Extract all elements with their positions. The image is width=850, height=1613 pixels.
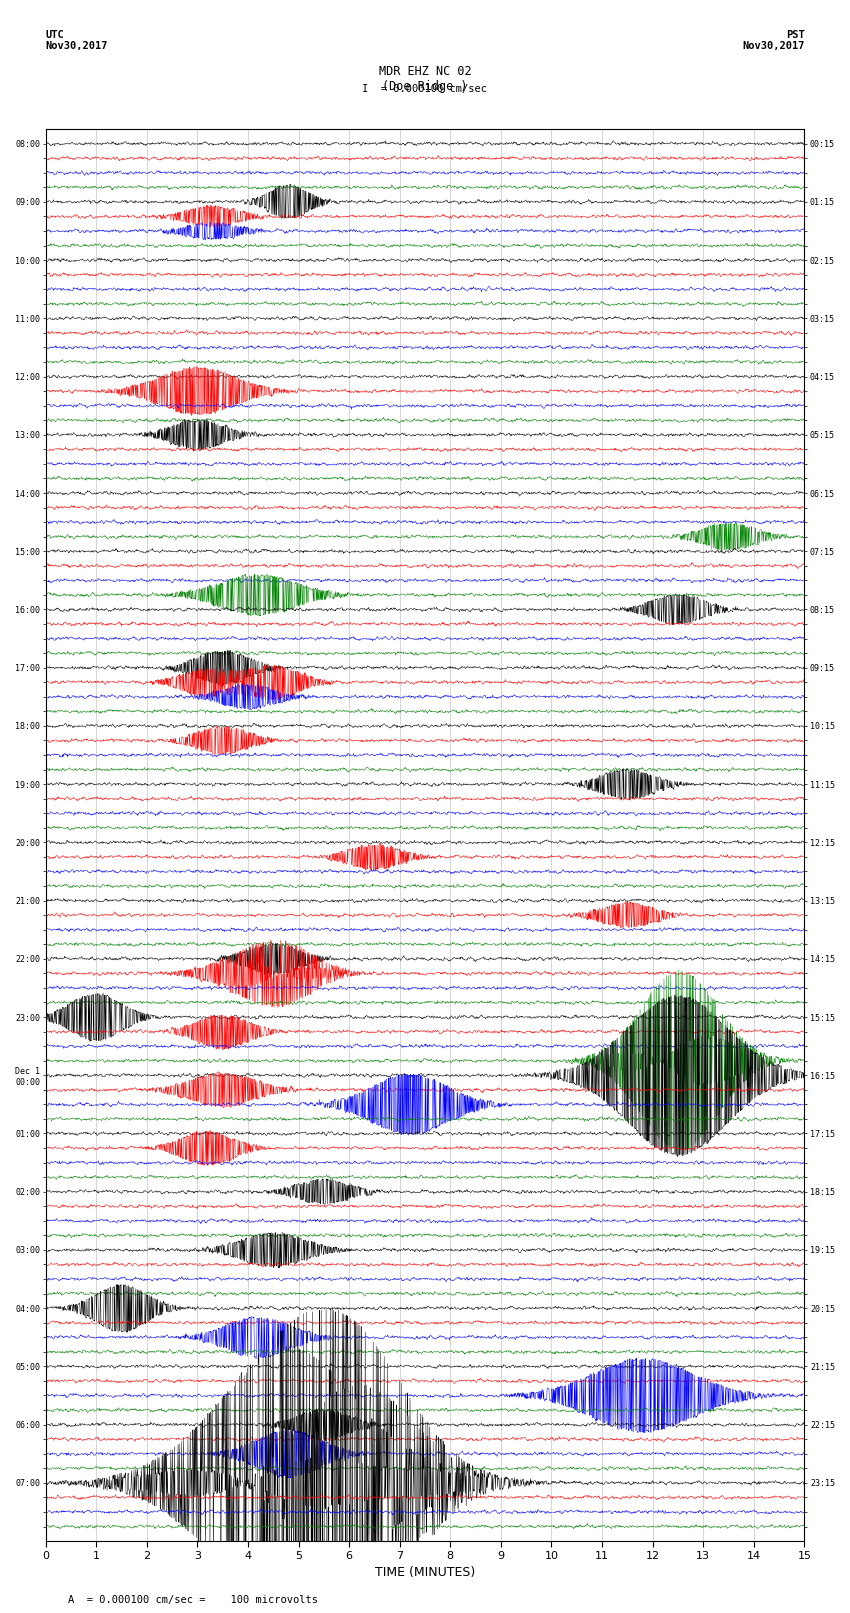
Text: PST
Nov30,2017: PST Nov30,2017 [742,31,804,52]
X-axis label: TIME (MINUTES): TIME (MINUTES) [375,1566,475,1579]
Title: MDR EHZ NC 02
(Doe Ridge ): MDR EHZ NC 02 (Doe Ridge ) [379,65,471,94]
Text: UTC
Nov30,2017: UTC Nov30,2017 [46,31,108,52]
Text: I  = 0.000100 cm/sec: I = 0.000100 cm/sec [362,84,488,94]
Text: A  = 0.000100 cm/sec =    100 microvolts: A = 0.000100 cm/sec = 100 microvolts [68,1595,318,1605]
